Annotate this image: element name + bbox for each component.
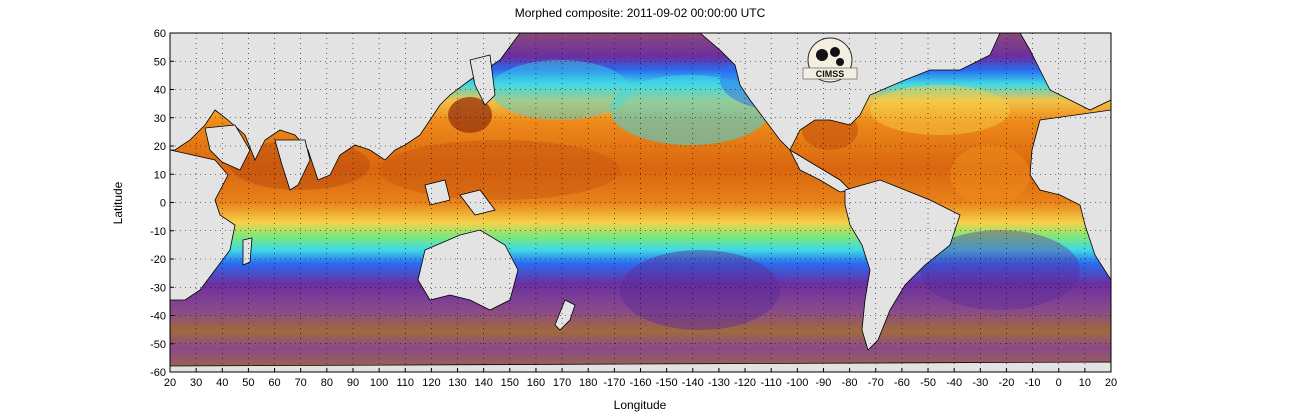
y-tick-label: 50 bbox=[154, 56, 166, 68]
y-tick-label: 0 bbox=[160, 198, 166, 210]
north-america-landmass bbox=[699, 33, 1001, 151]
india-landmass bbox=[274, 139, 311, 191]
map-title: Morphed composite: 2011-09-02 00:00:00 U… bbox=[514, 6, 766, 20]
new-guinea-landmass bbox=[459, 189, 496, 216]
x-tick-label: 140 bbox=[474, 377, 492, 389]
moisture-patch bbox=[920, 230, 1080, 310]
australia-landmass bbox=[417, 229, 519, 311]
moisture-patch bbox=[950, 145, 1030, 205]
logo-text: CIMSS bbox=[816, 69, 845, 79]
moisture-patch bbox=[490, 60, 630, 120]
y-tick-labels: 60 50 40 30 20 10 0 -10 -20 -30 -40 -50 -60 bbox=[150, 28, 174, 379]
moisture-patch bbox=[380, 140, 620, 200]
map-grid bbox=[170, 33, 1111, 372]
y-tick-label: -40 bbox=[150, 311, 166, 323]
x-tick-label: -60 bbox=[894, 377, 910, 389]
x-tick-label: 100 bbox=[370, 377, 388, 389]
x-tick-label: 170 bbox=[553, 377, 571, 389]
x-tick-label: 20 bbox=[1105, 377, 1117, 389]
x-tick-label: 60 bbox=[268, 377, 280, 389]
x-tick-label: -40 bbox=[946, 377, 962, 389]
x-tick-label: 10 bbox=[1079, 377, 1091, 389]
x-tick-label: -100 bbox=[786, 377, 808, 389]
eurasia-landmass bbox=[170, 33, 521, 181]
x-tick-label: 120 bbox=[422, 377, 440, 389]
x-tick-label: -20 bbox=[998, 377, 1014, 389]
y-tick-label: 10 bbox=[154, 169, 166, 181]
x-tick-label: 0 bbox=[1056, 377, 1062, 389]
africa-west-landmass bbox=[1029, 109, 1111, 281]
x-tick-label: 70 bbox=[295, 377, 307, 389]
y-tick-label: -10 bbox=[150, 226, 166, 238]
madagascar-landmass bbox=[242, 237, 253, 266]
x-tick-label: -50 bbox=[920, 377, 936, 389]
land-masses bbox=[170, 33, 1111, 372]
japan-landmass bbox=[469, 54, 496, 106]
x-tick-label: 50 bbox=[242, 377, 254, 389]
arabia-landmass bbox=[204, 124, 251, 171]
y-tick-label: 30 bbox=[154, 113, 166, 125]
x-tick-label: 90 bbox=[347, 377, 359, 389]
y-tick-label: 40 bbox=[154, 85, 166, 97]
moisture-patch bbox=[870, 85, 1010, 135]
cimss-logo: CIMSS bbox=[802, 37, 858, 83]
x-tick-label: -130 bbox=[708, 377, 730, 389]
moisture-patch bbox=[620, 250, 780, 330]
africa-landmass bbox=[170, 149, 236, 301]
x-tick-label: -80 bbox=[842, 377, 858, 389]
y-tick-label: 20 bbox=[154, 141, 166, 153]
borneo-landmass bbox=[424, 179, 451, 206]
x-tick-label: -170 bbox=[603, 377, 625, 389]
y-tick-label: -20 bbox=[150, 254, 166, 266]
x-tick-label: -150 bbox=[656, 377, 678, 389]
x-tick-label: -70 bbox=[868, 377, 884, 389]
y-tick-label: 60 bbox=[154, 28, 166, 40]
south-america-landmass bbox=[844, 179, 961, 351]
y-tick-label: -30 bbox=[150, 282, 166, 294]
x-axis-label: Longitude bbox=[613, 398, 667, 412]
europe-landmass bbox=[1019, 33, 1111, 111]
x-tick-label: 180 bbox=[579, 377, 597, 389]
typhoon-vortex bbox=[448, 97, 492, 133]
x-tick-label: 40 bbox=[216, 377, 228, 389]
x-tick-label: -120 bbox=[734, 377, 756, 389]
x-tick-label: 150 bbox=[501, 377, 519, 389]
x-tick-label: -30 bbox=[972, 377, 988, 389]
x-tick-label: 110 bbox=[396, 377, 414, 389]
x-tick-label: 30 bbox=[190, 377, 202, 389]
x-tick-label: -110 bbox=[761, 377, 782, 389]
x-tick-label: 160 bbox=[527, 377, 545, 389]
x-tick-label: -160 bbox=[629, 377, 651, 389]
x-tick-label: 20 bbox=[164, 377, 176, 389]
x-tick-label: 80 bbox=[321, 377, 333, 389]
x-tick-label: -140 bbox=[682, 377, 704, 389]
y-tick-label: -50 bbox=[150, 339, 166, 351]
x-tick-label: -10 bbox=[1025, 377, 1041, 389]
x-tick-label: -90 bbox=[816, 377, 832, 389]
x-tick-labels: 20 30 40 50 60 70 80 90 100 110 120 130 140 150 160 170… bbox=[164, 368, 1117, 389]
x-tick-label: 130 bbox=[448, 377, 466, 389]
y-tick-label: -60 bbox=[150, 367, 166, 379]
new-zealand-landmass bbox=[554, 299, 576, 331]
